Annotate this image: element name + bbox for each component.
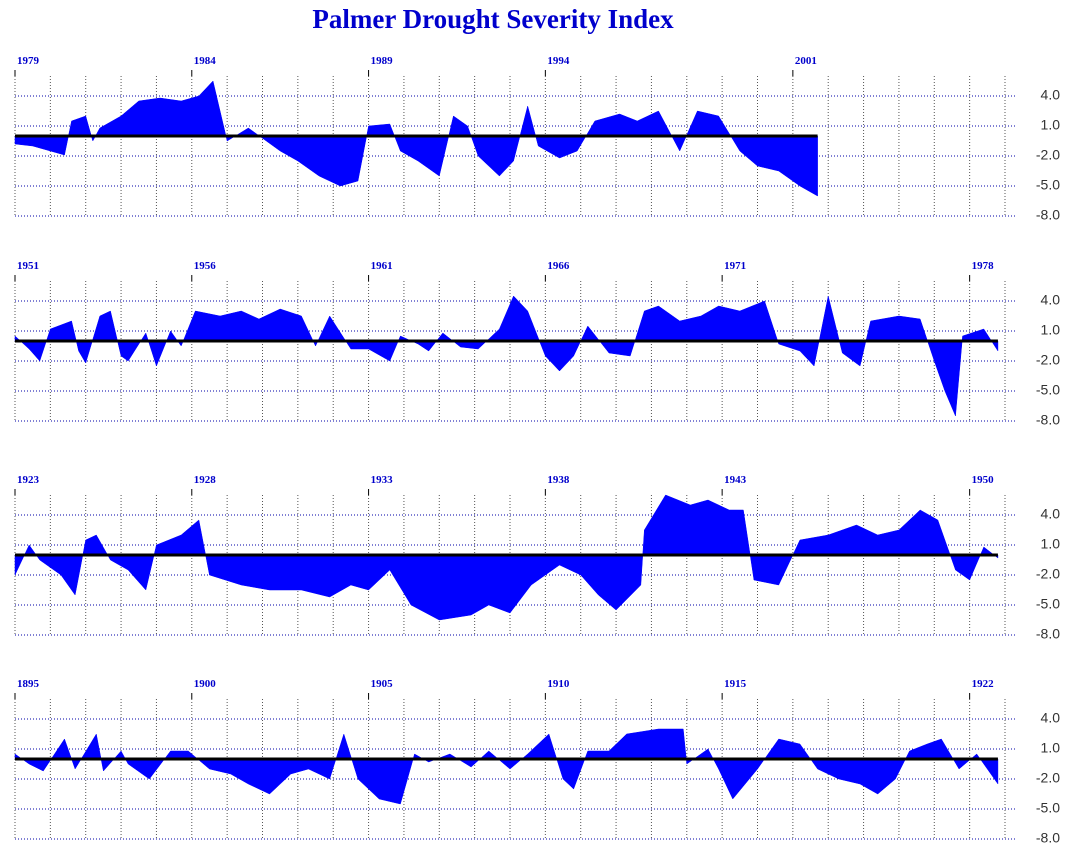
chart-title: Palmer Drought Severity Index xyxy=(312,4,674,34)
y-tick-label: 1.0 xyxy=(1041,117,1061,133)
x-tick-label: 1951 xyxy=(17,260,39,272)
x-tick-label: 1905 xyxy=(371,678,394,690)
area xyxy=(14,494,999,621)
y-tick-label: -2.0 xyxy=(1036,566,1060,582)
y-tick-label: -5.0 xyxy=(1036,800,1060,816)
x-tick-label: 1971 xyxy=(724,260,746,272)
y-tick-label: -8.0 xyxy=(1036,830,1060,846)
area xyxy=(14,295,999,417)
y-tick-label: -2.0 xyxy=(1036,352,1060,368)
y-tick-label: 4.0 xyxy=(1041,506,1061,522)
y-tick-label: 1.0 xyxy=(1041,536,1061,552)
x-tick-label: 1989 xyxy=(371,55,394,67)
x-tick-label: 1933 xyxy=(371,474,394,486)
x-tick-label: 1910 xyxy=(547,678,570,690)
x-tick-label: 1966 xyxy=(547,260,570,272)
area xyxy=(14,728,999,805)
x-tick-label: 1978 xyxy=(972,260,995,272)
x-tick-label: 1923 xyxy=(17,474,40,486)
x-tick-label: 2001 xyxy=(795,55,817,67)
x-tick-label: 1915 xyxy=(724,678,747,690)
y-tick-label: -5.0 xyxy=(1036,177,1060,193)
y-tick-label: -5.0 xyxy=(1036,596,1060,612)
x-tick-label: 1900 xyxy=(194,678,217,690)
x-tick-label: 1943 xyxy=(724,474,747,486)
y-tick-label: 1.0 xyxy=(1041,322,1061,338)
x-tick-label: 1984 xyxy=(194,55,217,67)
x-tick-label: 1895 xyxy=(17,678,40,690)
x-tick-label: 1928 xyxy=(194,474,217,486)
area xyxy=(14,80,818,197)
y-tick-label: -8.0 xyxy=(1036,412,1060,428)
y-tick-label: 4.0 xyxy=(1041,87,1061,103)
y-tick-label: 4.0 xyxy=(1041,710,1061,726)
y-tick-label: -2.0 xyxy=(1036,770,1060,786)
x-tick-label: 1938 xyxy=(547,474,570,486)
x-tick-label: 1956 xyxy=(194,260,217,272)
y-tick-label: -8.0 xyxy=(1036,207,1060,223)
y-tick-label: -5.0 xyxy=(1036,382,1060,398)
y-tick-label: -2.0 xyxy=(1036,147,1060,163)
x-tick-label: 1994 xyxy=(547,55,570,67)
x-tick-label: 1961 xyxy=(371,260,393,272)
x-tick-label: 1979 xyxy=(17,55,40,67)
x-tick-label: 1922 xyxy=(972,678,995,690)
y-tick-label: -8.0 xyxy=(1036,626,1060,642)
y-tick-label: 4.0 xyxy=(1041,292,1061,308)
y-tick-label: 1.0 xyxy=(1041,740,1061,756)
x-tick-label: 1950 xyxy=(972,474,995,486)
